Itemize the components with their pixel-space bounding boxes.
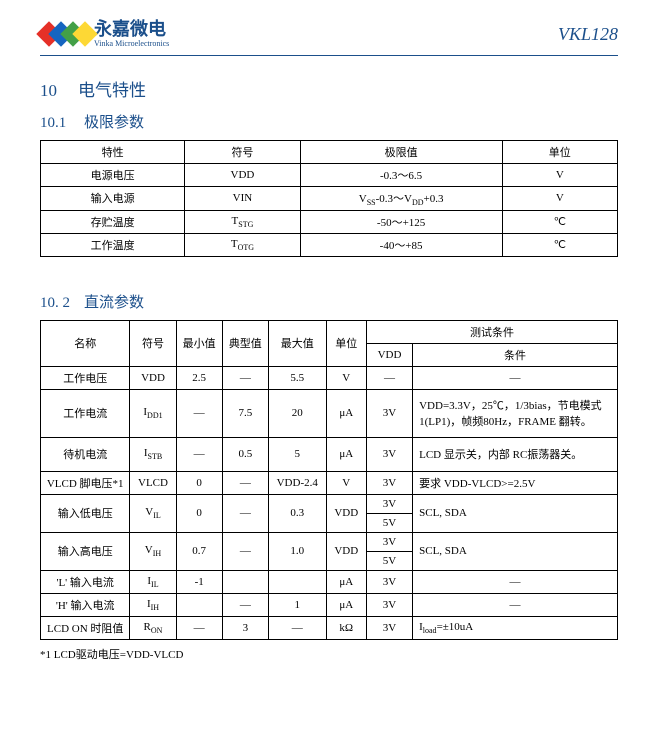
table-row: 'H' 输入电流IIH—1μA3V— [41,593,618,616]
table-row: 输入低电压VIL0—0.3VDD3VSCL, SDA [41,494,618,513]
table-row: 工作电压VDD2.5—5.5V—— [41,366,618,389]
table-row: 工作温度TOTG-40～+85℃ [41,233,618,256]
table-header: 符号 [185,140,300,163]
table-row: 存贮温度TSTG-50～+125℃ [41,210,618,233]
table-row: 电源电压VDD-0.3～6.5V [41,163,618,186]
dc-params-table: 名称符号最小值典型值最大值单位测试条件VDD条件工作电压VDD2.5—5.5V—… [40,320,618,640]
table-row: LCD ON 时阻值RON—3—kΩ3VIload=±10uA [41,616,618,639]
table-header: 极限值 [300,140,502,163]
part-number: VKL128 [558,24,618,45]
section-10-heading: 10电气特性 [40,76,618,101]
table-row: 输入高电压VIH0.7—1.0VDD3VSCL, SDA [41,532,618,551]
table-row: 输入电源VINVSS-0.3～VDD+0.3V [41,186,618,210]
table-row: 工作电流IDD1—7.520μA3VVDD=3.3V，25℃，1/3bias，节… [41,389,618,437]
table-row: VLCD 脚电压*1VLCD0—VDD-2.4V3V要求 VDD-VLCD>=2… [41,471,618,494]
table-header: 特性 [41,140,185,163]
page-header: 永嘉微电 Vinka Microelectronics VKL128 [40,20,618,56]
table-row: 'L' 输入电流IIL-1μA3V— [41,570,618,593]
table-header: 单位 [502,140,617,163]
section-10-2-heading: 10. 2直流参数 [40,291,618,312]
limits-table: 特性符号极限值单位电源电压VDD-0.3～6.5V输入电源VINVSS-0.3～… [40,140,618,257]
logo-en-text: Vinka Microelectronics [94,40,169,49]
section-10-1-heading: 10.1极限参数 [40,111,618,132]
table-row: 待机电流ISTB—0.55μA3VLCD 显示关，内部 RC振荡器关。 [41,437,618,471]
logo-block: 永嘉微电 Vinka Microelectronics [40,20,169,49]
footnote: *1 LCD驱动电压=VDD-VLCD [40,646,618,662]
logo-cn-text: 永嘉微电 [94,20,169,40]
logo-icon [40,25,88,43]
